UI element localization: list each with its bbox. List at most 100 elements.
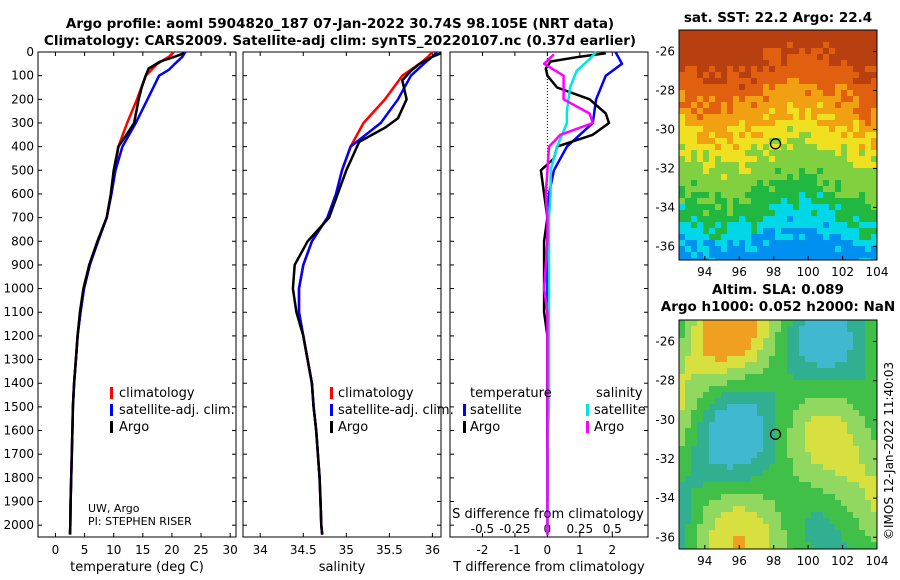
map-cell bbox=[841, 320, 848, 327]
map-cell bbox=[727, 524, 734, 531]
map-cell bbox=[871, 90, 877, 97]
map-cell bbox=[811, 78, 818, 85]
map-cell bbox=[805, 536, 812, 543]
map-cell bbox=[823, 434, 830, 441]
map-cell bbox=[853, 84, 860, 91]
map-cell bbox=[733, 434, 740, 441]
map-cell bbox=[739, 108, 746, 115]
map-cell bbox=[727, 536, 734, 543]
map-cell bbox=[679, 512, 686, 519]
map-cell bbox=[745, 252, 752, 259]
map-cell bbox=[781, 404, 788, 411]
map-cell bbox=[823, 96, 830, 103]
map-cell bbox=[871, 36, 877, 43]
map-cell bbox=[757, 48, 764, 55]
map-cell bbox=[679, 78, 686, 85]
map-cell bbox=[757, 542, 764, 549]
map-cell bbox=[823, 368, 830, 375]
map-cell bbox=[847, 530, 854, 537]
map-cell bbox=[865, 356, 872, 363]
map-cell bbox=[865, 392, 872, 399]
map-cell bbox=[865, 458, 872, 465]
map-cell bbox=[727, 368, 734, 375]
map-cell bbox=[799, 246, 806, 253]
map-cell bbox=[703, 410, 710, 417]
map-cell bbox=[805, 338, 812, 345]
map-cell bbox=[847, 536, 854, 543]
map-cell bbox=[733, 494, 740, 501]
map-cell bbox=[715, 234, 722, 241]
map-cell bbox=[709, 42, 716, 49]
map-cell bbox=[751, 186, 758, 193]
map-cell bbox=[679, 216, 686, 223]
map-cell bbox=[841, 48, 848, 55]
map-cell bbox=[841, 132, 848, 139]
plot-frame bbox=[242, 51, 442, 538]
map-cell bbox=[799, 392, 806, 399]
map-cell bbox=[727, 96, 734, 103]
map-cell bbox=[709, 392, 716, 399]
map-cell bbox=[847, 476, 854, 483]
map-cell bbox=[871, 326, 877, 333]
map-cell bbox=[727, 228, 734, 235]
map-cell bbox=[853, 102, 860, 109]
map-cell bbox=[829, 392, 836, 399]
map-cell bbox=[715, 192, 722, 199]
map-cell bbox=[787, 350, 794, 357]
map-cell bbox=[691, 518, 698, 525]
map-cell bbox=[697, 114, 704, 121]
map-cell bbox=[739, 500, 746, 507]
map-cell bbox=[727, 210, 734, 217]
map-cell bbox=[817, 380, 824, 387]
map-cell bbox=[775, 326, 782, 333]
map-cell bbox=[859, 156, 866, 163]
map-cell bbox=[739, 374, 746, 381]
map-cell bbox=[697, 326, 704, 333]
map-cell bbox=[793, 252, 800, 259]
map-cell bbox=[727, 470, 734, 477]
map-cell bbox=[847, 470, 854, 477]
map-cell bbox=[805, 440, 812, 447]
map-cell bbox=[763, 350, 770, 357]
map-cell bbox=[721, 470, 728, 477]
map-cell bbox=[715, 84, 722, 91]
map-cell bbox=[859, 216, 866, 223]
map-cell bbox=[727, 494, 734, 501]
map-cell bbox=[799, 234, 806, 241]
map-cell bbox=[727, 386, 734, 393]
map-cell bbox=[859, 186, 866, 193]
map-cell bbox=[679, 434, 686, 441]
map-cell bbox=[865, 204, 872, 211]
map-cell bbox=[799, 48, 806, 55]
map-cell bbox=[751, 428, 758, 435]
map-cell bbox=[799, 380, 806, 387]
map-cell bbox=[751, 338, 758, 345]
map-cell bbox=[739, 338, 746, 345]
map-cell bbox=[853, 36, 860, 43]
map-cell bbox=[703, 210, 710, 217]
map-cell bbox=[703, 36, 710, 43]
map-cell bbox=[811, 512, 818, 519]
map-cell bbox=[799, 144, 806, 151]
map-cell bbox=[679, 30, 686, 37]
map-cell bbox=[859, 368, 866, 375]
map-cell bbox=[805, 344, 812, 351]
map-cell bbox=[841, 144, 848, 151]
map-cell bbox=[679, 138, 686, 145]
map-cell bbox=[697, 120, 704, 127]
map-cell bbox=[865, 398, 872, 405]
map-cell bbox=[679, 120, 686, 127]
map-cell bbox=[763, 234, 770, 241]
map-cell bbox=[697, 102, 704, 109]
map-cell bbox=[835, 356, 842, 363]
map-cell bbox=[697, 162, 704, 169]
map-cell bbox=[745, 126, 752, 133]
map-cell bbox=[847, 198, 854, 205]
map-cell bbox=[763, 42, 770, 49]
map-cell bbox=[763, 90, 770, 97]
map-cell bbox=[787, 446, 794, 453]
map-cell bbox=[727, 30, 734, 37]
map-cell bbox=[715, 404, 722, 411]
map-cell bbox=[745, 536, 752, 543]
map-cell bbox=[871, 350, 877, 357]
